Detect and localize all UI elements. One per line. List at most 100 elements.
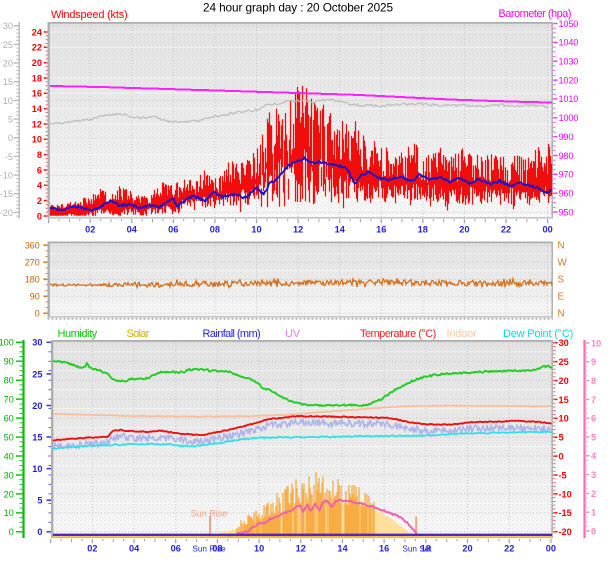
svg-text:30: 30 bbox=[559, 338, 569, 348]
svg-text:9: 9 bbox=[591, 357, 596, 367]
svg-text:15: 15 bbox=[3, 77, 13, 87]
svg-text:0: 0 bbox=[8, 133, 13, 143]
svg-text:-5: -5 bbox=[559, 470, 567, 480]
svg-text:90: 90 bbox=[30, 292, 40, 302]
svg-text:0: 0 bbox=[37, 211, 42, 221]
svg-text:00: 00 bbox=[542, 225, 552, 235]
svg-text:60: 60 bbox=[4, 414, 14, 424]
svg-text:20: 20 bbox=[32, 58, 42, 68]
svg-text:14: 14 bbox=[335, 225, 346, 235]
svg-text:20: 20 bbox=[459, 225, 469, 235]
svg-text:-15: -15 bbox=[559, 508, 572, 518]
svg-text:1030: 1030 bbox=[559, 57, 579, 67]
svg-text:20: 20 bbox=[462, 544, 472, 554]
svg-text:30: 30 bbox=[4, 470, 14, 480]
svg-text:04: 04 bbox=[127, 225, 138, 235]
svg-text:960: 960 bbox=[559, 189, 574, 199]
svg-text:Sun Set: Sun Set bbox=[402, 545, 432, 554]
svg-text:15: 15 bbox=[32, 432, 42, 442]
svg-text:20: 20 bbox=[3, 58, 13, 68]
svg-text:30: 30 bbox=[3, 21, 13, 31]
svg-text:360: 360 bbox=[25, 241, 40, 251]
svg-text:Humidity: Humidity bbox=[58, 328, 98, 340]
svg-text:20: 20 bbox=[32, 401, 42, 411]
svg-text:1040: 1040 bbox=[559, 38, 579, 48]
svg-text:10: 10 bbox=[32, 464, 42, 474]
svg-text:06: 06 bbox=[168, 225, 178, 235]
svg-text:08: 08 bbox=[212, 544, 222, 554]
svg-text:25: 25 bbox=[32, 369, 42, 379]
svg-text:1: 1 bbox=[591, 508, 596, 518]
svg-text:Solar: Solar bbox=[127, 328, 150, 340]
svg-text:1000: 1000 bbox=[559, 113, 579, 123]
svg-text:2: 2 bbox=[37, 196, 42, 206]
svg-text:1010: 1010 bbox=[559, 94, 579, 104]
svg-text:30: 30 bbox=[32, 338, 42, 348]
svg-text:S: S bbox=[558, 275, 565, 286]
svg-text:270: 270 bbox=[25, 258, 40, 268]
svg-text:8: 8 bbox=[591, 376, 596, 386]
svg-text:24 hour graph day : 20 October: 24 hour graph day : 20 October 2025 bbox=[203, 1, 394, 15]
svg-text:12: 12 bbox=[293, 225, 303, 235]
svg-text:10: 10 bbox=[254, 544, 264, 554]
svg-text:W: W bbox=[558, 258, 568, 269]
svg-text:-20: -20 bbox=[559, 527, 572, 537]
svg-text:4: 4 bbox=[591, 451, 597, 461]
svg-text:16: 16 bbox=[379, 544, 389, 554]
svg-text:Rainfall (mm): Rainfall (mm) bbox=[203, 328, 261, 340]
svg-text:90: 90 bbox=[4, 357, 14, 367]
svg-text:02: 02 bbox=[87, 544, 97, 554]
svg-text:40: 40 bbox=[4, 451, 14, 461]
svg-text:15: 15 bbox=[559, 395, 569, 405]
svg-text:100: 100 bbox=[0, 338, 14, 348]
svg-text:0: 0 bbox=[37, 527, 42, 537]
svg-text:-10: -10 bbox=[0, 171, 13, 181]
svg-text:-15: -15 bbox=[0, 189, 13, 199]
svg-text:10: 10 bbox=[251, 225, 261, 235]
svg-text:50: 50 bbox=[4, 432, 14, 442]
svg-text:16: 16 bbox=[376, 225, 386, 235]
svg-text:70: 70 bbox=[4, 395, 14, 405]
svg-text:Sun Rise: Sun Rise bbox=[191, 508, 228, 518]
svg-text:4: 4 bbox=[37, 181, 43, 191]
svg-text:3: 3 bbox=[591, 470, 596, 480]
svg-text:950: 950 bbox=[559, 207, 574, 217]
svg-text:0: 0 bbox=[559, 452, 564, 462]
svg-text:20: 20 bbox=[4, 489, 14, 499]
svg-text:20: 20 bbox=[559, 376, 569, 386]
svg-text:5: 5 bbox=[559, 433, 564, 443]
svg-text:14: 14 bbox=[337, 544, 348, 554]
svg-text:2: 2 bbox=[591, 489, 596, 499]
svg-text:5: 5 bbox=[37, 496, 42, 506]
svg-text:25: 25 bbox=[559, 357, 569, 367]
svg-text:-10: -10 bbox=[559, 489, 572, 499]
svg-text:12: 12 bbox=[296, 544, 306, 554]
svg-text:10: 10 bbox=[4, 508, 14, 518]
svg-text:0: 0 bbox=[591, 526, 596, 536]
svg-text:00: 00 bbox=[546, 544, 556, 554]
svg-text:12: 12 bbox=[32, 119, 42, 129]
svg-text:990: 990 bbox=[559, 132, 574, 142]
svg-text:8: 8 bbox=[37, 150, 42, 160]
svg-text:18: 18 bbox=[418, 225, 428, 235]
svg-text:0: 0 bbox=[9, 527, 14, 537]
svg-text:N: N bbox=[558, 241, 565, 252]
svg-text:980: 980 bbox=[559, 151, 574, 161]
svg-text:18: 18 bbox=[421, 544, 431, 554]
svg-text:06: 06 bbox=[171, 544, 181, 554]
svg-text:180: 180 bbox=[25, 275, 40, 285]
svg-text:10: 10 bbox=[3, 96, 13, 106]
svg-text:970: 970 bbox=[559, 170, 574, 180]
svg-text:1020: 1020 bbox=[559, 75, 579, 85]
svg-text:-5: -5 bbox=[5, 152, 13, 162]
svg-text:Temperature (°C): Temperature (°C) bbox=[360, 328, 436, 340]
svg-text:Sun Rise: Sun Rise bbox=[192, 545, 226, 554]
svg-text:1050: 1050 bbox=[559, 19, 579, 29]
svg-text:6: 6 bbox=[591, 414, 596, 424]
svg-text:22: 22 bbox=[501, 225, 511, 235]
svg-text:5: 5 bbox=[8, 115, 13, 125]
svg-text:5: 5 bbox=[591, 432, 596, 442]
svg-text:24: 24 bbox=[32, 27, 43, 37]
svg-text:22: 22 bbox=[504, 544, 514, 554]
svg-text:16: 16 bbox=[32, 89, 42, 99]
